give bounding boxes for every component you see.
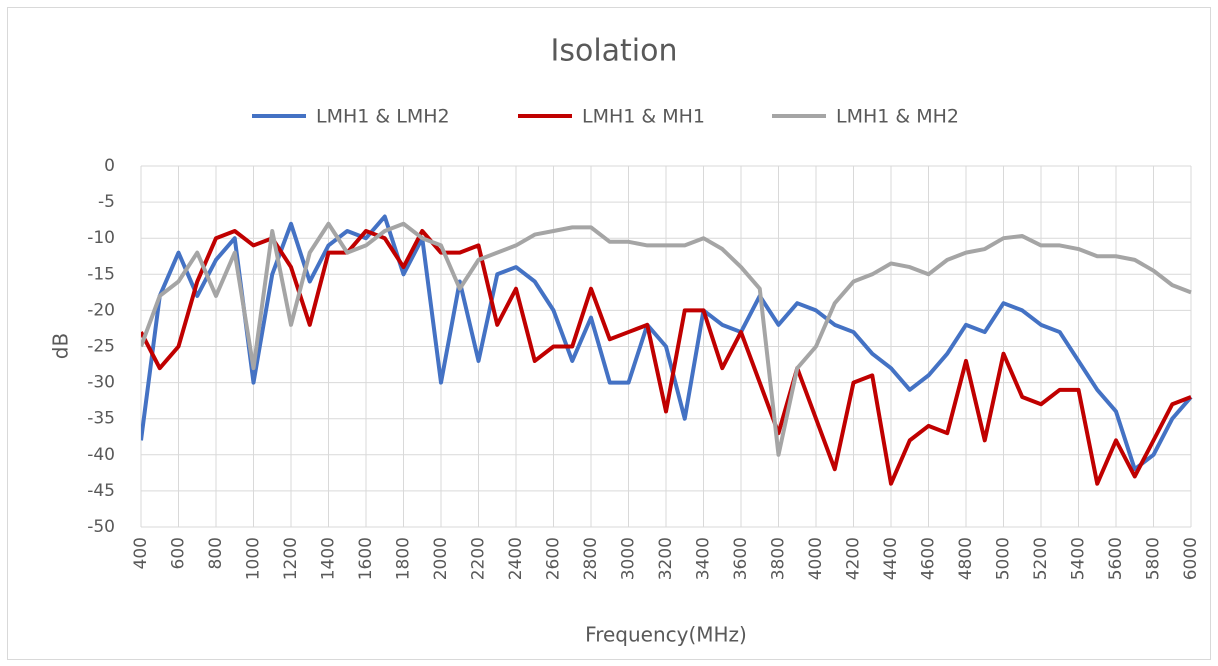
chart-title: Isolation (550, 34, 677, 69)
y-tick-label: -10 (87, 228, 115, 248)
legend-label: LMH1 & MH1 (582, 106, 705, 128)
x-tick-label: 2600 (544, 537, 564, 580)
x-tick-label: 1600 (356, 537, 376, 580)
x-tick-label: 3800 (769, 537, 789, 580)
x-tick-label: 3200 (656, 537, 676, 580)
x-axis-label: Frequency(MHz) (585, 623, 747, 647)
x-tick-label: 5000 (994, 537, 1014, 580)
legend-label: LMH1 & MH2 (836, 106, 959, 128)
y-tick-label: -45 (87, 481, 115, 501)
x-tick-label: 6000 (1181, 537, 1201, 580)
x-tick-label: 600 (169, 537, 189, 569)
y-tick-label: -25 (87, 337, 115, 357)
x-tick-label: 5200 (1031, 537, 1051, 580)
legend-label: LMH1 & LMH2 (316, 106, 450, 128)
x-tick-label: 400 (131, 537, 151, 569)
x-tick-label: 4000 (806, 537, 826, 580)
y-tick-label: -30 (87, 373, 115, 393)
x-tick-label: 3600 (731, 537, 751, 580)
x-tick-label: 5600 (1106, 537, 1126, 580)
x-tick-label: 4600 (919, 537, 939, 580)
series-line (141, 221, 1192, 457)
x-tick-label: 800 (206, 537, 226, 569)
y-tick-label: -35 (87, 409, 115, 429)
series-line (141, 228, 1192, 486)
plot-area (141, 214, 1193, 486)
x-tick-label: 2400 (506, 537, 526, 580)
x-tick-label: 4400 (881, 537, 901, 580)
x-tick-label: 1000 (244, 537, 264, 580)
x-tick-label: 3000 (619, 537, 639, 580)
x-tick-label: 2800 (581, 537, 601, 580)
y-tick-label: -15 (87, 264, 115, 284)
x-tick-label: 1800 (394, 537, 414, 580)
legend: LMH1 & LMH2 LMH1 & MH1 LMH1 & MH2 (252, 106, 959, 128)
y-tick-label: -20 (87, 300, 115, 320)
y-axis-label: dB (49, 333, 73, 359)
x-tick-label: 4800 (956, 537, 976, 580)
x-tick-label: 5400 (1069, 537, 1089, 580)
y-tick-label: -40 (87, 445, 115, 465)
grid (140, 165, 1192, 528)
x-tick-label: 2000 (431, 537, 451, 580)
x-tick-label: 3400 (694, 537, 714, 580)
x-tick-label: 5800 (1144, 537, 1164, 580)
x-tick-label: 4200 (844, 537, 864, 580)
y-tick-label: 0 (104, 156, 115, 176)
x-tick-label: 1400 (319, 537, 339, 580)
y-tick-label: -50 (87, 517, 115, 537)
y-tick-label: -5 (98, 192, 115, 212)
x-tick-label: 2200 (469, 537, 489, 580)
series-line (141, 214, 1193, 472)
x-tick-label: 1200 (281, 537, 301, 580)
